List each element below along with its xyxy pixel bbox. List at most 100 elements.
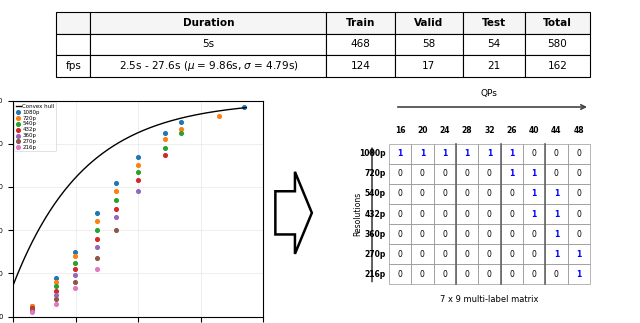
Bar [568, 164, 590, 184]
Text: 44: 44 [551, 126, 561, 135]
432p [160, 152, 170, 157]
Bar [389, 224, 411, 244]
Text: 0: 0 [576, 190, 581, 198]
Text: 0: 0 [532, 270, 536, 279]
Bar [389, 204, 411, 224]
Text: 0: 0 [576, 169, 581, 178]
270p [51, 297, 61, 302]
Bar [478, 244, 500, 264]
Text: 0: 0 [442, 230, 447, 239]
Text: 0: 0 [397, 169, 403, 178]
540p [111, 197, 121, 203]
Bar [500, 244, 523, 264]
Text: 1: 1 [576, 270, 581, 279]
Text: 0: 0 [420, 210, 425, 219]
Text: 0: 0 [442, 169, 447, 178]
Bar [389, 144, 411, 164]
Text: 0: 0 [509, 230, 514, 239]
Text: 40: 40 [529, 126, 540, 135]
Text: 216p: 216p [365, 270, 386, 279]
432p [51, 288, 61, 293]
Text: 1: 1 [531, 210, 536, 219]
Text: 0: 0 [487, 210, 492, 219]
Text: 1080p: 1080p [359, 149, 386, 158]
Convex hull [9, 284, 17, 288]
Bar [411, 164, 433, 184]
270p [27, 307, 37, 313]
Bar [433, 244, 456, 264]
Bar [433, 204, 456, 224]
Bar [500, 164, 523, 184]
360p [92, 245, 102, 250]
Text: 0: 0 [487, 230, 492, 239]
1080p [176, 120, 186, 125]
Bar [568, 184, 590, 204]
Text: 16: 16 [395, 126, 405, 135]
Text: 0: 0 [420, 250, 425, 259]
Text: 0: 0 [487, 169, 492, 178]
Text: 1: 1 [531, 169, 536, 178]
Bar [433, 144, 456, 164]
Bar [456, 264, 478, 284]
1080p [70, 249, 81, 254]
Text: 0: 0 [554, 169, 559, 178]
360p [111, 214, 121, 220]
Bar [545, 184, 568, 204]
Bar [411, 244, 433, 264]
540p [132, 169, 143, 174]
Bar [456, 164, 478, 184]
Bar [545, 144, 568, 164]
Text: 0: 0 [554, 149, 559, 158]
720p [176, 126, 186, 131]
Text: 48: 48 [573, 126, 584, 135]
Text: 0: 0 [442, 250, 447, 259]
Bar [545, 204, 568, 224]
Text: 0: 0 [465, 270, 470, 279]
Bar [456, 224, 478, 244]
540p [51, 284, 61, 289]
Text: 0: 0 [532, 250, 536, 259]
Text: 0: 0 [509, 270, 514, 279]
Text: 0: 0 [397, 250, 403, 259]
Convex hull [206, 110, 214, 114]
1080p [27, 303, 37, 308]
720p [160, 137, 170, 142]
Bar [433, 224, 456, 244]
Bar [545, 244, 568, 264]
Text: 0: 0 [465, 230, 470, 239]
Text: 360p: 360p [365, 230, 386, 239]
FancyArrow shape [275, 172, 312, 254]
Text: 0: 0 [397, 230, 403, 239]
Bar [523, 204, 545, 224]
Text: 24: 24 [440, 126, 450, 135]
Text: 0: 0 [487, 270, 492, 279]
Text: 0: 0 [576, 210, 581, 219]
Legend: Convex hull, 1080p, 720p, 540p, 432p, 360p, 270p, 216p: Convex hull, 1080p, 720p, 540p, 432p, 36… [15, 102, 56, 151]
360p [132, 189, 143, 194]
Bar [523, 144, 545, 164]
Text: 0: 0 [397, 270, 403, 279]
1080p [239, 104, 249, 109]
Bar [523, 244, 545, 264]
Bar [433, 184, 456, 204]
Convex hull [152, 124, 159, 128]
Text: 26: 26 [506, 126, 517, 135]
540p [92, 227, 102, 233]
Text: 1: 1 [509, 169, 515, 178]
Text: 0: 0 [397, 190, 403, 198]
Text: 1: 1 [554, 250, 559, 259]
540p [160, 145, 170, 151]
Convex hull [10, 282, 17, 286]
Bar [568, 244, 590, 264]
Bar [545, 224, 568, 244]
Bar [568, 224, 590, 244]
Text: 1: 1 [554, 210, 559, 219]
Text: 0: 0 [509, 210, 514, 219]
Bar [456, 144, 478, 164]
Text: QPs: QPs [481, 89, 498, 99]
720p [132, 163, 143, 168]
Bar [433, 164, 456, 184]
720p [70, 254, 81, 259]
Text: 0: 0 [420, 169, 425, 178]
Bar [456, 244, 478, 264]
